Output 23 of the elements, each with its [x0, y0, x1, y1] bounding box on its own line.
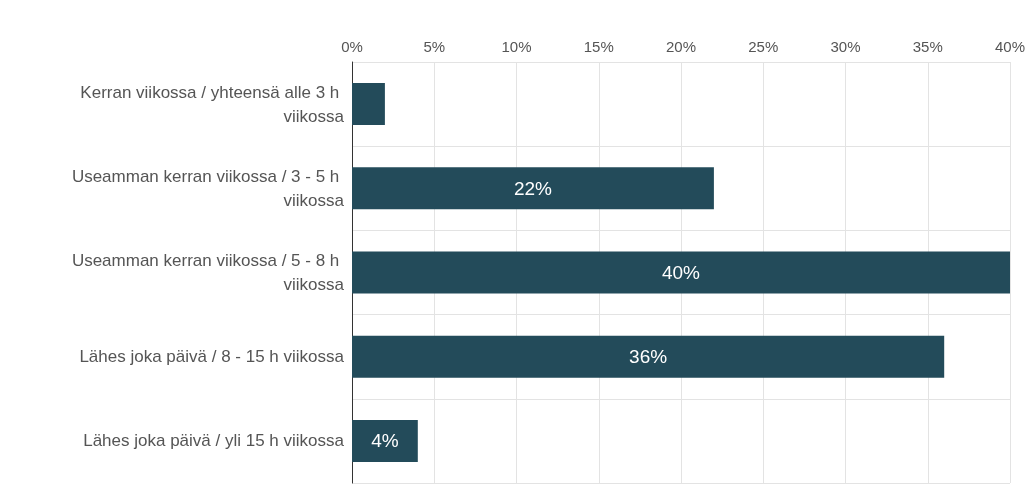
data-label: 22% — [513, 177, 553, 199]
data-label: 4% — [371, 430, 399, 452]
x-tick-label: 30% — [830, 38, 861, 55]
data-label: 36% — [629, 346, 668, 368]
data-label: 40% — [661, 262, 701, 283]
x-tick-label: 10% — [501, 38, 532, 55]
x-tick-label: 35% — [912, 38, 943, 55]
y-tick-label: Lähes joka päivä / 8 - 15 h viikossa — [79, 347, 345, 367]
bar — [352, 251, 1010, 294]
x-tick-label: 5% — [423, 38, 446, 55]
x-tick-label: 20% — [665, 38, 697, 55]
bar — [352, 167, 714, 210]
bar — [352, 419, 418, 462]
x-tick-label: 0% — [341, 38, 363, 55]
x-tick-label: 40% — [994, 38, 1026, 55]
bar — [352, 335, 945, 378]
x-tick-label: 25% — [748, 38, 779, 55]
y-tick-label: Lähes joka päivä / yli 15 h viikossa — [83, 431, 345, 451]
bar — [352, 83, 385, 126]
y-tick-label: Useamman kerran viikossa / 3 - 5 h viikossa — [71, 166, 345, 210]
y-tick-label: Kerran viikossa / yhteensä alle 3 h viikossa — [80, 82, 345, 126]
y-tick-label: Useamman kerran viikossa / 5 - 8 h viikossa — [71, 251, 345, 294]
x-tick-label: 15% — [583, 38, 614, 55]
